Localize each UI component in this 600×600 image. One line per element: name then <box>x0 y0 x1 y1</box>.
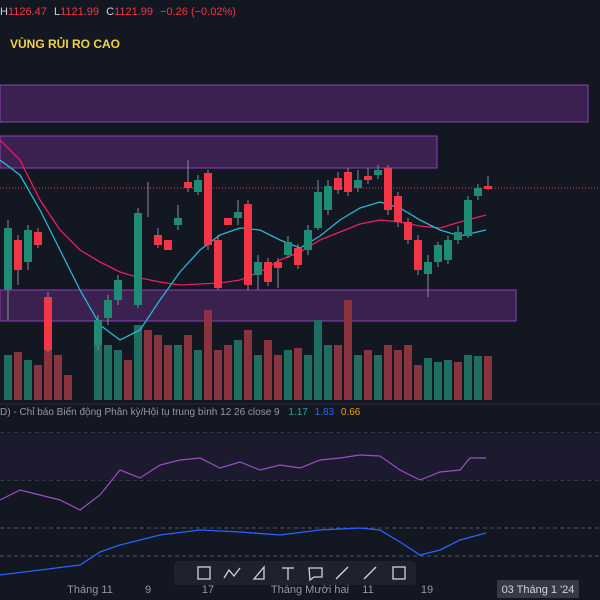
close: 1121.99 <box>114 6 153 18</box>
annotation: VÙNG RỦI RO CAO <box>10 36 120 51</box>
tool-triangle[interactable] <box>252 565 265 580</box>
date-badge <box>497 580 579 598</box>
volume-up <box>4 320 482 400</box>
tool-ray[interactable] <box>363 566 377 580</box>
tool-text[interactable] <box>282 567 294 580</box>
c-label: C <box>106 6 114 18</box>
volume-down <box>14 298 492 400</box>
indicator-v1: 1.17 <box>288 407 308 418</box>
h-label: H <box>0 6 8 18</box>
zone <box>0 289 517 322</box>
high: 1126.47 <box>8 6 47 18</box>
tool-note[interactable] <box>308 567 323 582</box>
zone <box>0 135 438 169</box>
indicator-v2: 1.83 <box>315 407 335 418</box>
x-label: 17 <box>202 584 214 596</box>
x-label: Tháng 11 <box>67 584 113 596</box>
date-badge-text: 03 Tháng 1 '24 <box>502 584 575 596</box>
low: 1121.99 <box>60 6 99 18</box>
band <box>0 433 600 480</box>
change: −0.26 (−0.02%) <box>160 6 236 18</box>
l-label: L <box>54 6 60 18</box>
zone <box>0 84 589 123</box>
x-label: 19 <box>421 584 433 596</box>
x-label: 11 <box>362 584 373 596</box>
tool-measure[interactable] <box>392 566 406 580</box>
candles-down <box>14 168 492 350</box>
signal-line <box>0 527 487 576</box>
toolbar <box>174 561 416 585</box>
x-label: 9 <box>145 584 151 596</box>
header: H1126.47 L1121.99 C1121.99 −0.26 (−0.02%… <box>0 6 236 18</box>
tool-rect[interactable] <box>197 566 211 580</box>
tool-line[interactable] <box>335 566 349 580</box>
x-label: Tháng Mười hai <box>271 584 349 596</box>
indicator-name: D) - Chỉ báo Biến động Phân kỳ/Hội tụ tr… <box>0 406 280 418</box>
indicator-v3: 0.66 <box>341 407 361 418</box>
tool-path[interactable] <box>223 567 241 579</box>
oscillator <box>0 454 486 511</box>
indicator-legend: D) - Chỉ báo Biến động Phân kỳ/Hội tụ tr… <box>0 406 361 418</box>
